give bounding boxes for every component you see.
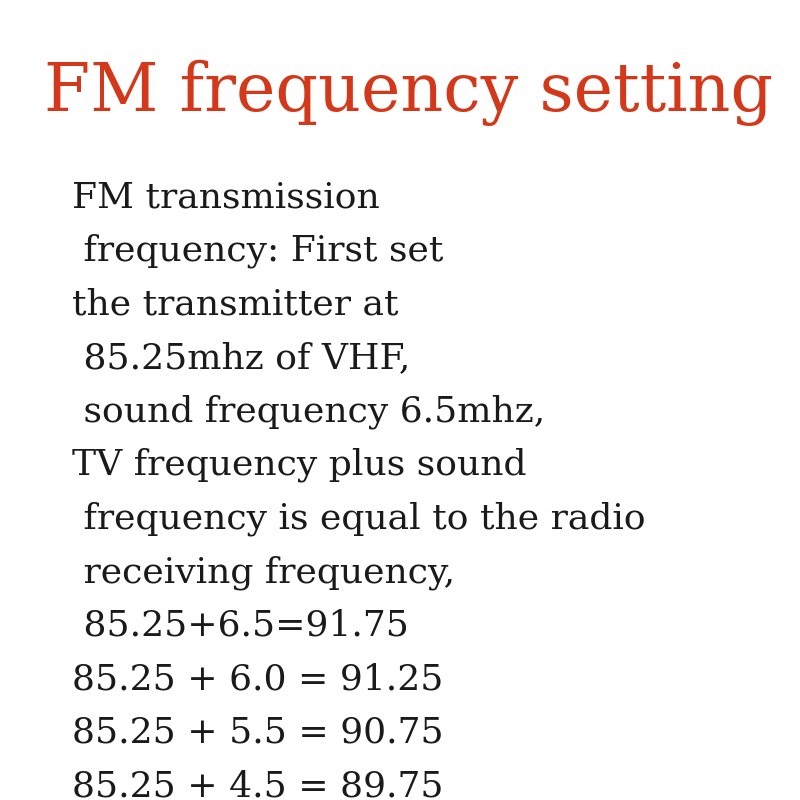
Text: 85.25 + 4.5 = 89.75: 85.25 + 4.5 = 89.75 [72, 770, 443, 800]
Text: sound frequency 6.5mhz,: sound frequency 6.5mhz, [72, 394, 546, 429]
Text: 85.25+6.5=91.75: 85.25+6.5=91.75 [72, 609, 409, 642]
Text: FM frequency setting: FM frequency setting [44, 60, 773, 126]
Text: frequency is equal to the radio: frequency is equal to the radio [72, 502, 646, 536]
Text: FM transmission: FM transmission [72, 180, 380, 214]
Text: 85.25mhz of VHF,: 85.25mhz of VHF, [72, 341, 410, 374]
Text: 85.25 + 5.5 = 90.75: 85.25 + 5.5 = 90.75 [72, 716, 444, 750]
Text: the transmitter at: the transmitter at [72, 287, 398, 322]
Text: TV frequency plus sound: TV frequency plus sound [72, 448, 526, 482]
Text: receiving frequency,: receiving frequency, [72, 555, 455, 590]
Text: frequency: First set: frequency: First set [72, 234, 443, 268]
Text: 85.25 + 6.0 = 91.25: 85.25 + 6.0 = 91.25 [72, 662, 443, 696]
